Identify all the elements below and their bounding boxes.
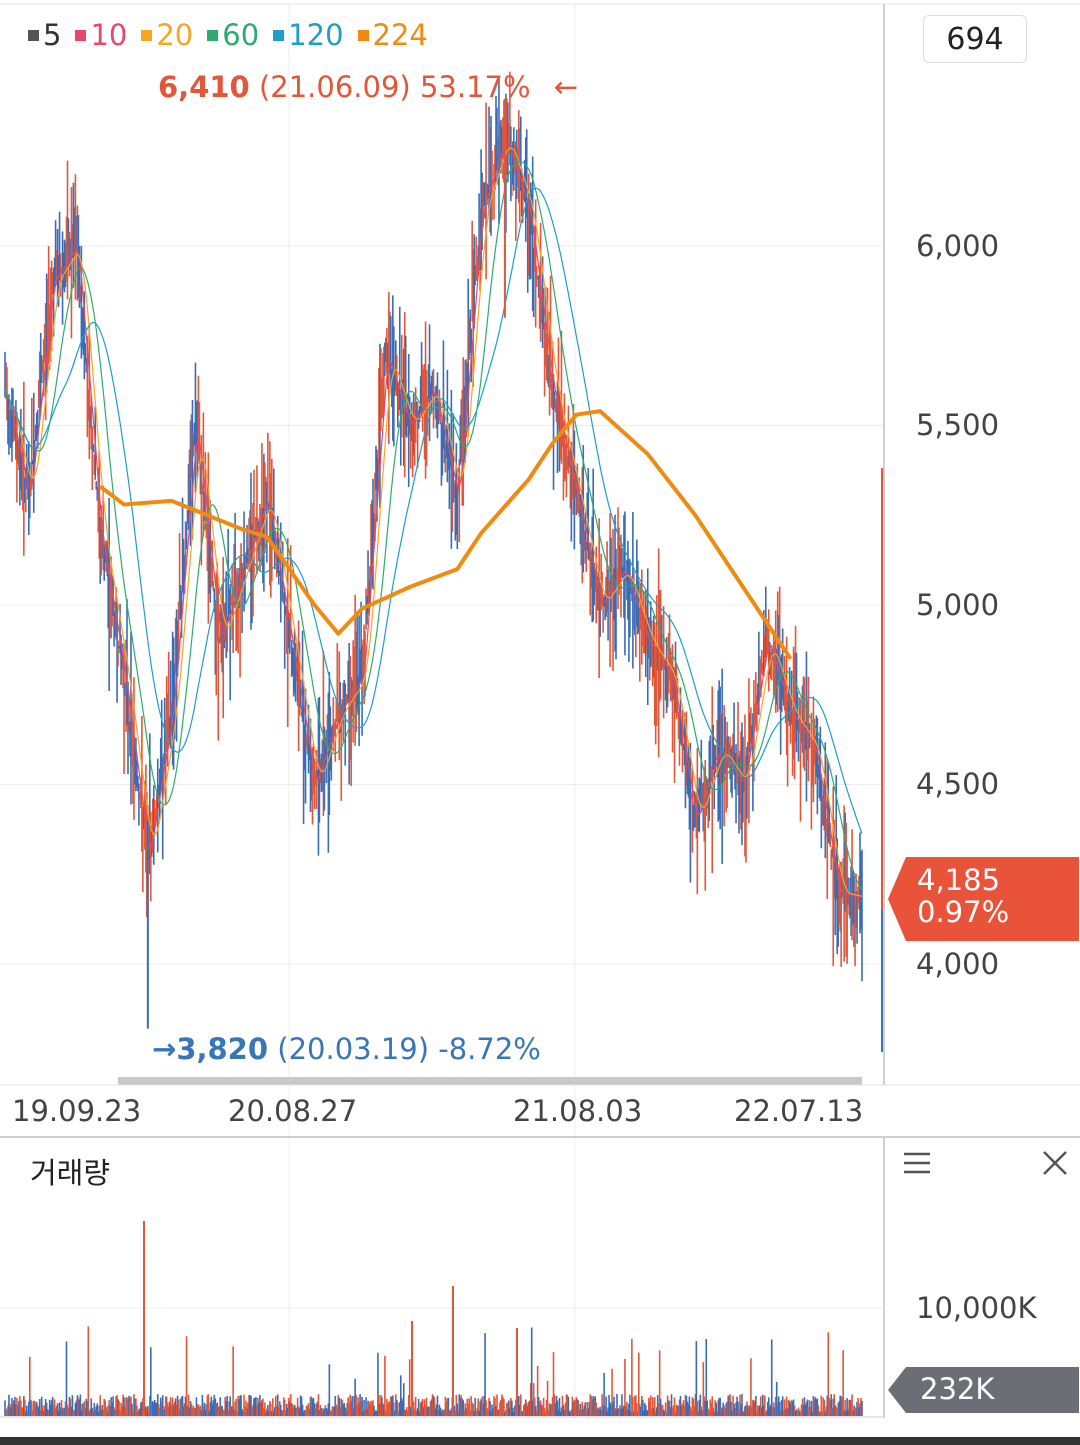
legend-label: 60 xyxy=(222,18,260,52)
x-tick-label: 22.07.13 xyxy=(734,1094,864,1128)
high-date: (21.06.09) xyxy=(258,70,411,104)
ma-legend: 5 10 20 60 120 224 xyxy=(28,18,428,52)
volume-panel-title: 거래량 xyxy=(30,1156,111,1190)
high-price-marker: 6,410 (21.06.09) 53.17% ← xyxy=(158,70,578,104)
low-date: (20.03.19) xyxy=(277,1032,430,1066)
volume-tag xyxy=(888,1367,1079,1413)
moving-average-line xyxy=(4,187,863,834)
chart-plot xyxy=(4,71,863,1029)
legend-label: 10 xyxy=(90,18,128,52)
legend-swatch xyxy=(357,29,369,41)
left-arrow-icon: ← xyxy=(553,70,579,104)
x-tick-label: 20.08.27 xyxy=(228,1094,358,1128)
current-price-tag xyxy=(888,857,1079,941)
legend-swatch xyxy=(75,29,87,41)
legend-item-20[interactable]: 20 xyxy=(141,18,193,52)
legend-item-120[interactable]: 120 xyxy=(273,18,344,52)
current-price-value: 4,185 xyxy=(917,863,1001,897)
legend-swatch xyxy=(141,29,153,41)
y-tick-label: 4,500 xyxy=(916,767,1000,801)
y-tick-label: 6,000 xyxy=(916,229,1000,263)
current-price-change: 0.97% xyxy=(917,895,1010,929)
legend-label: 224 xyxy=(372,18,428,52)
volume-bars xyxy=(4,1221,863,1416)
close-icon[interactable] xyxy=(1038,1146,1072,1180)
moving-average-line xyxy=(4,147,863,897)
legend-item-5[interactable]: 5 xyxy=(28,18,61,52)
right-arrow-icon: → xyxy=(152,1032,177,1066)
bottom-bar xyxy=(0,1437,1080,1445)
y-tick-label: 5,500 xyxy=(916,408,1000,442)
current-price-label: 4,185 0.97% xyxy=(917,864,1009,928)
volume-last-value: 232K xyxy=(920,1372,995,1406)
volume-tick-label: 10,000K xyxy=(916,1291,1037,1325)
legend-item-60[interactable]: 60 xyxy=(207,18,259,52)
legend-swatch xyxy=(207,29,219,41)
menu-icon-glyph xyxy=(904,1152,930,1174)
low-change: -8.72% xyxy=(438,1032,541,1066)
legend-item-10[interactable]: 10 xyxy=(75,18,127,52)
ma224-line xyxy=(98,409,793,660)
low-price-marker: →3,820 (20.03.19) -8.72% xyxy=(152,1032,541,1066)
legend-label: 120 xyxy=(288,18,344,52)
close-icon-glyph xyxy=(1043,1151,1067,1175)
period-count-button[interactable]: 694 xyxy=(923,15,1027,63)
high-change: 53.17% xyxy=(419,70,531,104)
moving-average-line xyxy=(4,160,863,891)
x-tick-label: 21.08.03 xyxy=(513,1094,643,1128)
x-tick-label: 19.09.23 xyxy=(12,1094,142,1128)
y-tick-label: 5,000 xyxy=(916,588,1000,622)
low-price: 3,820 xyxy=(176,1032,269,1066)
legend-swatch xyxy=(28,29,39,41)
legend-swatch xyxy=(273,29,285,41)
scrollbar[interactable] xyxy=(118,1077,862,1085)
legend-item-224[interactable]: 224 xyxy=(357,18,428,52)
menu-icon[interactable] xyxy=(900,1146,934,1180)
high-price: 6,410 xyxy=(158,70,250,104)
legend-label: 5 xyxy=(43,18,62,52)
y-tick-label: 4,000 xyxy=(916,947,1000,981)
legend-label: 20 xyxy=(156,18,194,52)
